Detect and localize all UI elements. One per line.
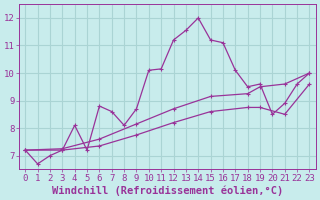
X-axis label: Windchill (Refroidissement éolien,°C): Windchill (Refroidissement éolien,°C) bbox=[52, 185, 283, 196]
